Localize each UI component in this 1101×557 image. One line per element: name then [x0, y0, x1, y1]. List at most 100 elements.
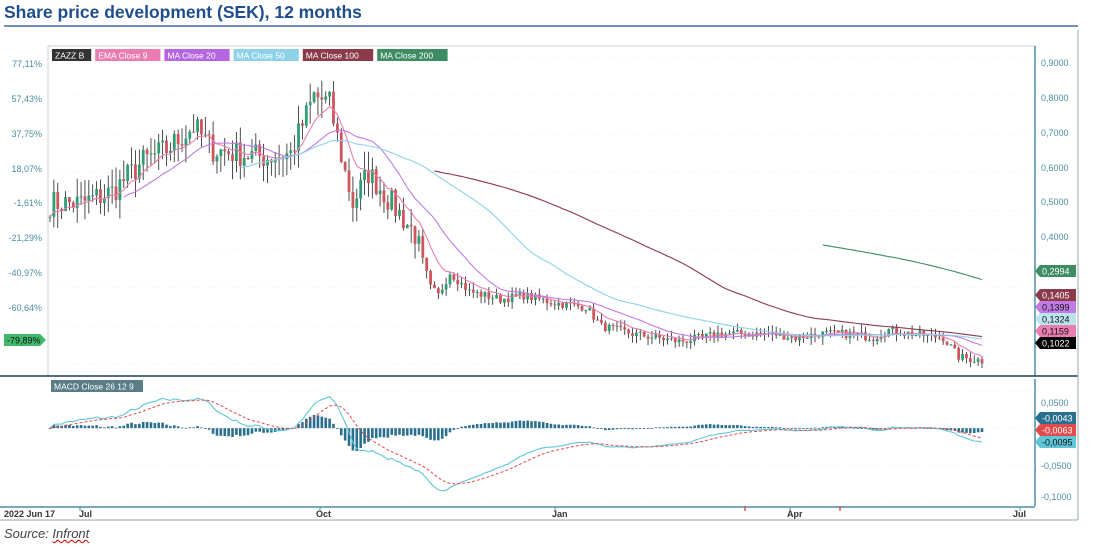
candle-body [370, 169, 374, 184]
macd-bar [215, 428, 219, 436]
candle-body [102, 198, 106, 204]
macd-bar [538, 421, 541, 429]
macd-bar [650, 428, 654, 429]
macd-bar [483, 423, 487, 429]
macd-bar [468, 425, 471, 429]
macd-bar [103, 427, 106, 429]
left-tick: 18,07% [11, 164, 42, 174]
macd-bar [724, 425, 727, 429]
candle-body [836, 330, 840, 333]
macd-bar [638, 428, 642, 429]
macd-legend: MACD Close 26 12 9 [51, 380, 143, 392]
candle-body [378, 190, 382, 195]
candle-body [856, 333, 860, 335]
x-label: Jul [1013, 509, 1026, 519]
candle-body [433, 284, 436, 289]
candle-body [735, 330, 739, 332]
macd-bar [510, 421, 514, 429]
x-ticks [79, 507, 1021, 511]
macd-bar [673, 426, 677, 429]
candle-body [541, 298, 545, 300]
candle-body [448, 274, 452, 285]
badge-ma100 [1035, 289, 1076, 301]
macd-bar [747, 426, 751, 429]
candle-body [297, 123, 300, 152]
candle-body [444, 284, 448, 290]
left-tick: -21,29% [8, 233, 42, 243]
macd-bar [961, 428, 964, 433]
candle-body [60, 208, 64, 212]
moving-average-lines [49, 105, 983, 357]
macd-bar [681, 426, 685, 429]
candle-body [192, 131, 196, 133]
candle-body [231, 154, 234, 162]
macd-bar [596, 428, 599, 429]
legend-box [52, 49, 92, 61]
candle-body [495, 294, 498, 299]
badge-ema9 [1035, 325, 1076, 337]
macd-bar [576, 425, 580, 429]
macd-bar [204, 428, 207, 429]
candle-body [712, 332, 716, 338]
candle-body [165, 140, 168, 154]
badge-histogram-value: -0,0043 [1042, 414, 1073, 424]
macd-bar [149, 422, 153, 429]
candle-body [720, 332, 724, 337]
macd-bar [642, 428, 646, 429]
signal-line [49, 399, 983, 485]
macd-bar [716, 424, 720, 429]
candle-body [184, 138, 188, 146]
macd-bar [91, 425, 95, 429]
candle-body [359, 180, 363, 199]
candle-body [308, 101, 312, 106]
candle-body [479, 291, 483, 297]
candle-body [782, 332, 786, 340]
macd-bar [417, 428, 421, 435]
macd-bar [355, 428, 359, 452]
main-gridlines [48, 57, 1035, 365]
x-axis-labels: 2022 Jun 17 Jul Oct Jan Apr Jul [4, 509, 1026, 519]
candle-body [386, 202, 390, 210]
macd-bar [759, 426, 762, 429]
macd-bar [456, 428, 460, 429]
candle-body [813, 333, 817, 336]
macd-bar [180, 427, 184, 429]
candle-body [114, 186, 118, 200]
macd-bar [153, 423, 157, 429]
candle-body [588, 308, 592, 311]
candle-body [487, 292, 491, 299]
candle-body [891, 326, 895, 330]
source-provider: Infront [52, 526, 90, 541]
candle-body [301, 123, 304, 126]
macd-bar [957, 428, 960, 433]
candle-body [499, 294, 502, 303]
badge-ma20-value: 0,1399 [1042, 303, 1070, 313]
macd-bar [79, 425, 83, 429]
macd-bar [976, 428, 980, 433]
macd-bar [522, 420, 526, 429]
macd-bar [953, 428, 957, 432]
macd-bar [720, 425, 724, 429]
macd-bar [980, 428, 984, 433]
candle-body [382, 190, 386, 203]
candle-body [534, 294, 537, 300]
macd-bar [114, 427, 118, 429]
macd-bar [351, 428, 355, 451]
macd-bar [429, 428, 432, 440]
macd-bar [739, 425, 743, 429]
macd-bar [530, 421, 533, 429]
candle-body [945, 341, 949, 345]
macd-bar [561, 425, 564, 429]
macd-bar [246, 428, 250, 436]
candle-body [328, 91, 331, 97]
candle-body [953, 344, 957, 349]
macd-bar [553, 424, 557, 429]
macd-bar [615, 428, 619, 430]
macd-bar [763, 426, 766, 429]
candle-body [623, 327, 627, 330]
candle-body [207, 134, 211, 136]
candle-body [584, 310, 588, 312]
macd-bar [176, 426, 180, 429]
macd-bar [557, 424, 561, 429]
macd-bar [68, 425, 71, 429]
